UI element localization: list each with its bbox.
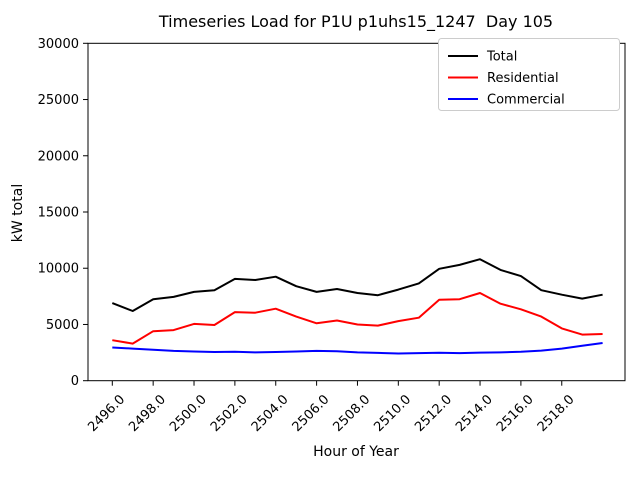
legend-box	[438, 38, 620, 111]
x-axis-label: Hour of Year	[313, 444, 399, 460]
series-line-commercial	[112, 342, 603, 355]
x-tick-label: 2518.0	[535, 392, 578, 435]
x-tick-label: 2516.0	[494, 392, 537, 435]
legend-label-commercial: Commercial	[487, 93, 565, 108]
y-tick-label: 15000	[38, 206, 79, 221]
x-tick-label: 2498.0	[126, 392, 169, 435]
x-tick-label: 2510.0	[371, 392, 414, 435]
x-tick-labels: 2496.02498.02500.02502.02504.02506.02508…	[85, 392, 577, 435]
legend-label-total: Total	[486, 50, 517, 65]
x-tick-label: 2512.0	[412, 392, 455, 435]
chart-title: Timeseries Load for P1U p1uhs15_1247 Day…	[158, 12, 553, 32]
series-line-residential	[112, 292, 603, 345]
y-tick-label: 20000	[38, 149, 79, 164]
x-tick-label: 2514.0	[453, 392, 496, 435]
x-tick-label: 2506.0	[290, 392, 333, 435]
y-tick-label: 25000	[38, 93, 79, 108]
x-tick-label: 2496.0	[85, 392, 128, 435]
y-tick-label: 5000	[46, 318, 79, 333]
x-tick-label: 2500.0	[167, 392, 210, 435]
x-tick-label: 2502.0	[208, 392, 251, 435]
y-axis-label: kW total	[10, 184, 26, 242]
y-tick-label: 0	[71, 374, 79, 389]
legend-label-residential: Residential	[487, 71, 559, 86]
y-tick-label: 10000	[38, 262, 79, 277]
series-line-total	[111, 258, 603, 312]
x-tick-label: 2504.0	[249, 392, 292, 435]
x-tick-label: 2508.0	[331, 392, 374, 435]
series-lines	[111, 258, 603, 355]
y-tick-labels: 0 5000 10000 15000 20000 25000 30000	[38, 37, 79, 389]
legend: Total Residential Commercial	[438, 38, 620, 111]
y-tick-label: 30000	[38, 37, 79, 52]
tick-marks	[83, 42, 563, 386]
